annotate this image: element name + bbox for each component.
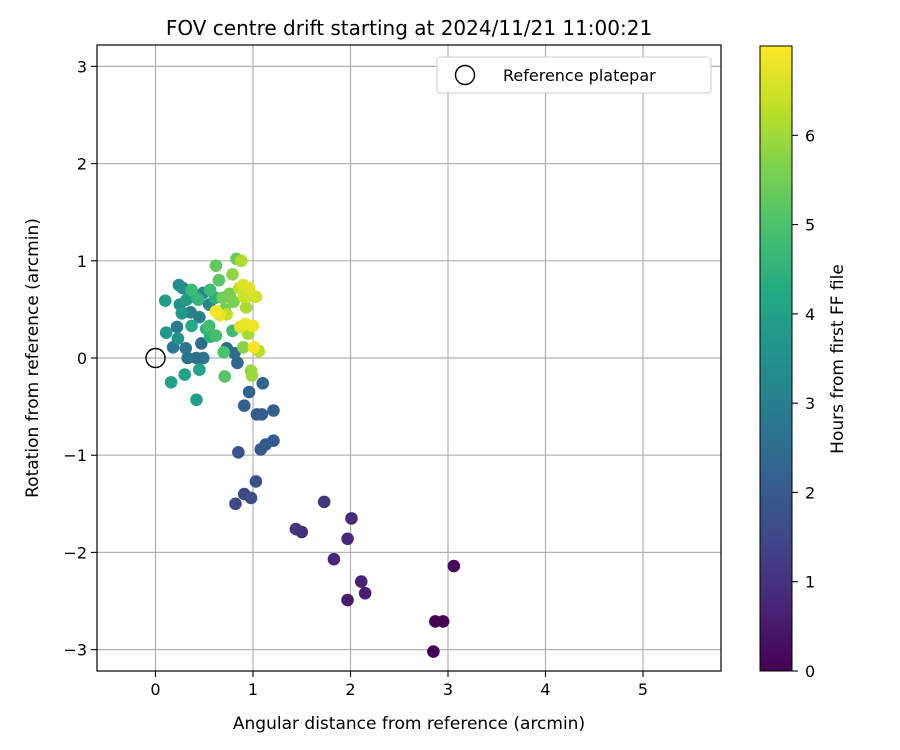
data-point [237, 399, 251, 412]
data-point [232, 445, 245, 459]
data-point [327, 552, 341, 566]
x-tick-label: 2 [345, 680, 355, 699]
legend-marker-icon [454, 64, 476, 86]
legend-box [436, 56, 712, 94]
data-point [185, 319, 198, 333]
legend: Reference platepar [436, 56, 712, 94]
data-point [231, 356, 244, 370]
y-axis-label: Rotation from reference (arcmin) [23, 218, 43, 498]
data-point [209, 305, 223, 318]
data-point [192, 293, 205, 306]
data-point [267, 404, 280, 417]
x-tick-label: 4 [540, 680, 550, 699]
data-point [244, 491, 258, 505]
data-point [242, 385, 256, 399]
colorbar-label: Hours from first FF file [828, 264, 848, 454]
colorbar-tick-label: 6 [805, 126, 815, 145]
data-point [239, 301, 253, 314]
x-tick-label: 5 [638, 680, 648, 699]
data-point [170, 320, 184, 334]
data-point [164, 376, 178, 389]
data-point [247, 341, 261, 354]
colorbar-tick-label: 0 [805, 662, 815, 681]
data-point [447, 559, 461, 573]
x-tick-label: 0 [150, 680, 160, 699]
x-axis-label: Angular distance from reference (arcmin) [233, 714, 585, 734]
colorbar-tick-label: 3 [805, 394, 815, 413]
y-tick-label: 0 [77, 349, 87, 368]
x-tick-label: 1 [248, 680, 258, 699]
chart-title: FOV centre drift starting at 2024/11/21 … [166, 16, 652, 40]
data-point [345, 512, 358, 525]
data-point [195, 337, 208, 350]
data-point [246, 319, 260, 333]
data-point [249, 290, 263, 304]
data-point [171, 332, 185, 345]
data-point [175, 306, 189, 320]
y-tick-label: −3 [63, 641, 87, 660]
y-tick-label: 3 [77, 57, 87, 76]
data-point [436, 615, 450, 628]
data-point [249, 475, 263, 488]
data-point [196, 351, 210, 365]
data-point [427, 645, 440, 658]
y-tick-label: 1 [77, 252, 87, 271]
data-point [158, 294, 172, 307]
data-point [267, 434, 280, 447]
x-axis-ticks: 0 1 2 3 4 5 [150, 671, 648, 699]
data-point [236, 341, 250, 354]
data-point [245, 369, 259, 382]
data-point [341, 593, 354, 607]
data-point [209, 329, 223, 342]
data-point [185, 283, 198, 297]
data-point [193, 363, 206, 376]
x-tick-label: 3 [443, 680, 453, 699]
y-tick-label: −2 [63, 543, 87, 562]
data-point [203, 283, 217, 297]
colorbar-tick-label: 4 [805, 305, 815, 324]
data-point [354, 575, 368, 588]
data-point [209, 259, 223, 272]
data-point [341, 532, 354, 546]
data-point [218, 370, 232, 383]
data-point [229, 497, 242, 511]
colorbar: 0 1 2 3 4 5 6 Hours from first FF file [759, 45, 848, 681]
data-point [255, 408, 269, 421]
legend-entry-reference: Reference platepar [503, 66, 656, 85]
y-tick-label: 2 [77, 155, 87, 174]
data-point [256, 376, 270, 390]
data-point [179, 341, 193, 355]
data-points [158, 252, 461, 658]
colorbar-tick-label: 2 [805, 483, 815, 502]
data-point [178, 368, 192, 381]
data-point [180, 293, 193, 306]
data-point [289, 522, 303, 536]
y-tick-label: −1 [63, 446, 87, 465]
data-point [159, 326, 173, 340]
data-point [190, 393, 203, 407]
colorbar-gradient [759, 45, 793, 672]
data-point [172, 278, 186, 292]
data-point [358, 586, 372, 600]
data-point [317, 495, 331, 509]
colorbar-tick-label: 5 [805, 216, 815, 235]
data-point [193, 310, 206, 324]
data-point [227, 295, 240, 308]
data-point [181, 351, 194, 365]
colorbar-ticks: 0 1 2 3 4 5 6 [792, 126, 815, 681]
y-axis-ticks: −3 −2 −1 0 1 2 3 [63, 57, 97, 660]
data-point [202, 319, 216, 333]
data-point [217, 345, 231, 359]
colorbar-tick-label: 1 [805, 573, 815, 592]
data-point [242, 281, 256, 295]
reference-platepar-marker [145, 347, 166, 369]
data-point [235, 254, 248, 268]
data-point [212, 273, 226, 287]
data-point [226, 268, 239, 281]
